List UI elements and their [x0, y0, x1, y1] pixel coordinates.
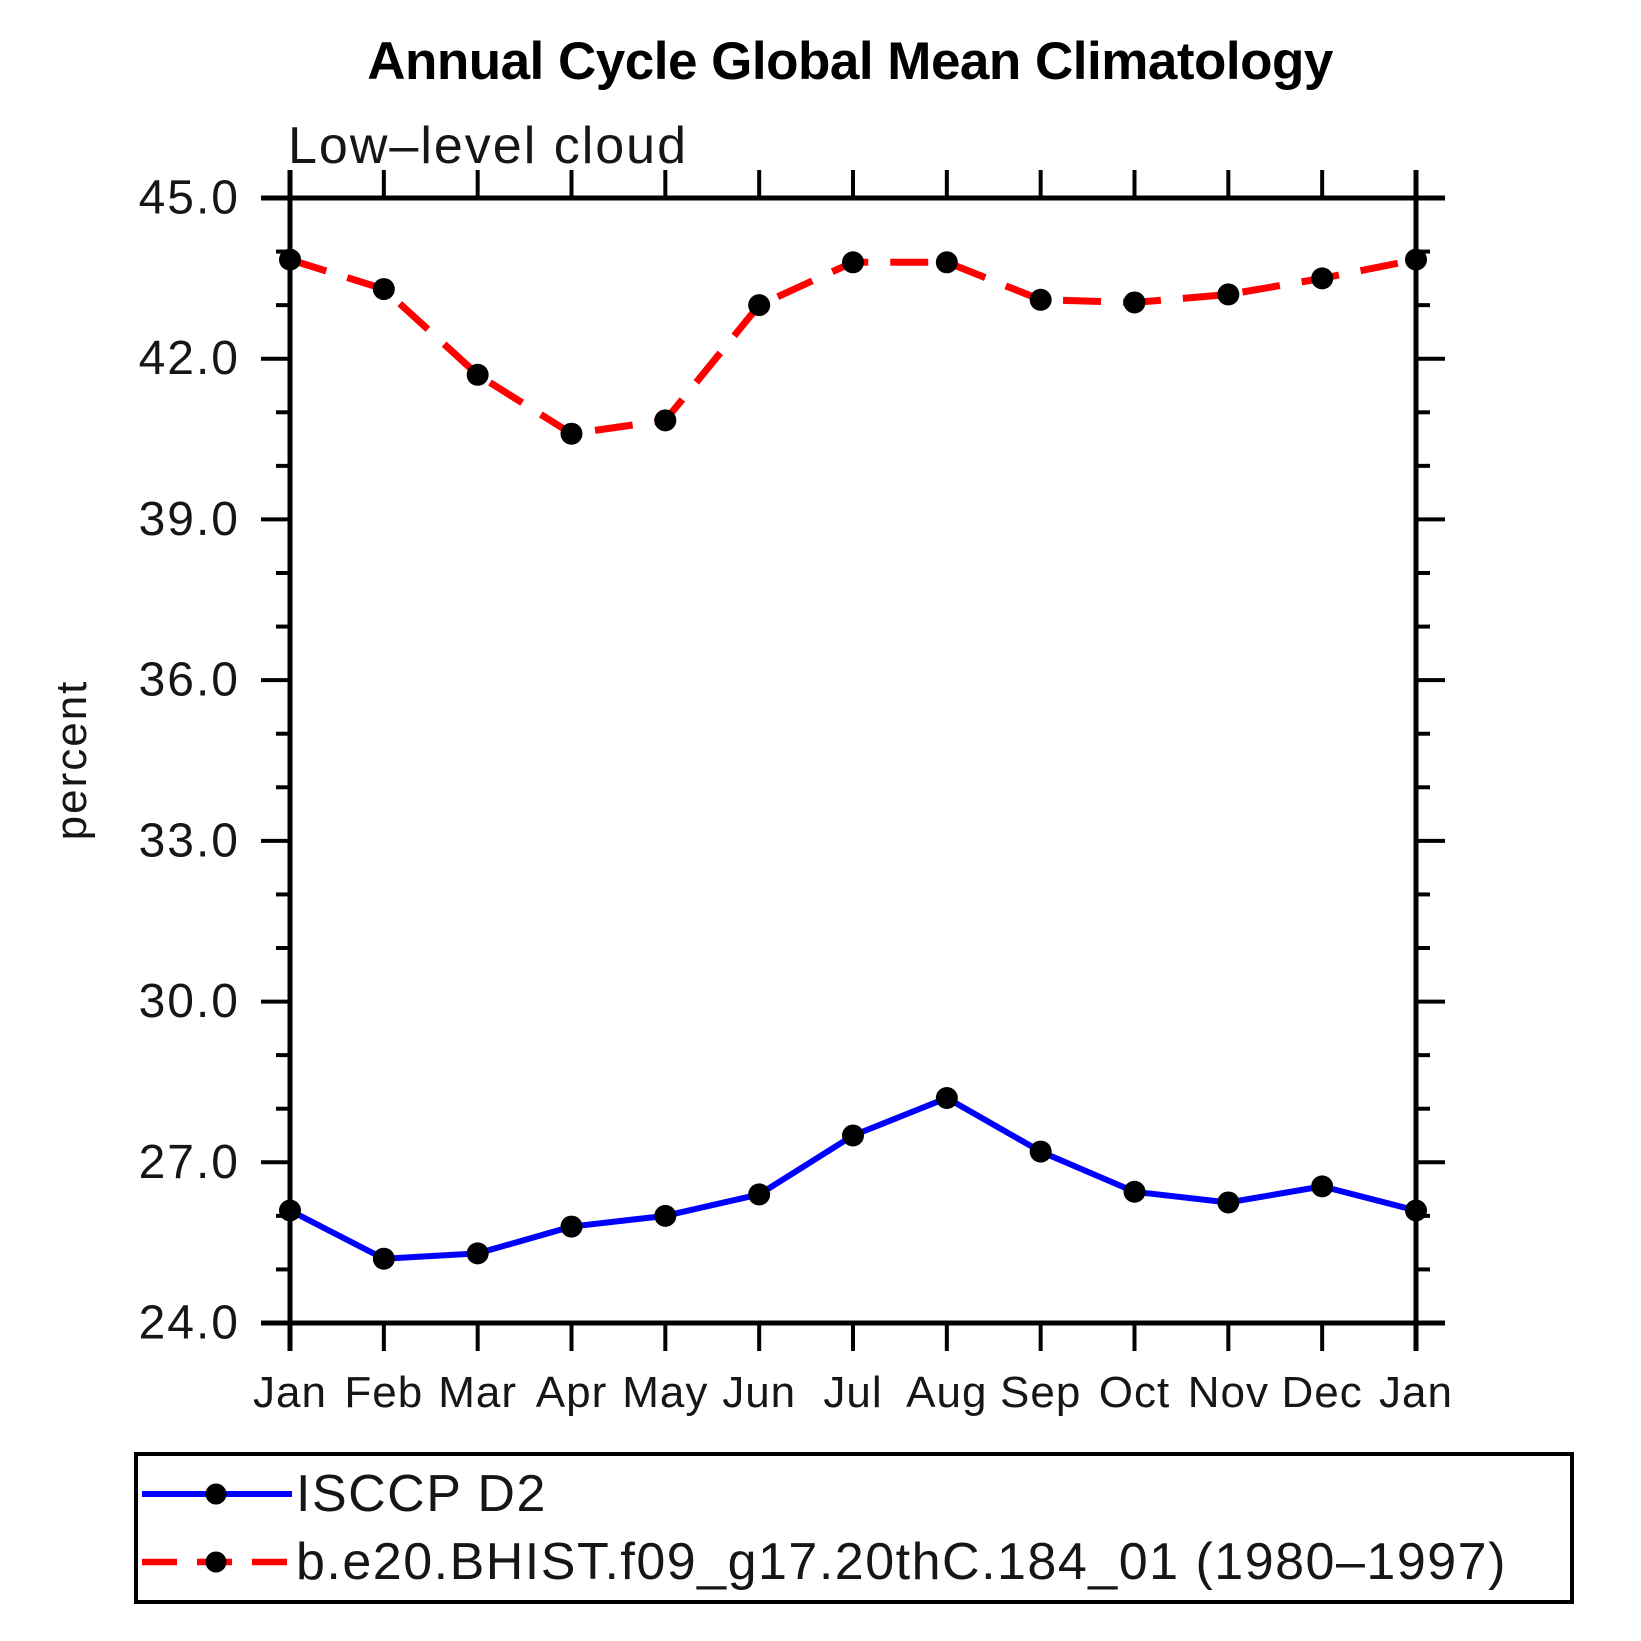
data-point-isccp-d2 — [1311, 1175, 1334, 1198]
data-point-b-e20-bhist-f09-g17-20thc-184-01-1980-1997 — [842, 251, 864, 274]
x-tick-label: Nov — [1188, 1368, 1269, 1417]
x-tick-label: Sep — [1000, 1368, 1081, 1417]
y-tick-label: 33.0 — [139, 814, 240, 867]
legend-box — [134, 1452, 1574, 1604]
chart-title: Annual Cycle Global Mean Climatology — [367, 32, 1334, 91]
data-point-b-e20-bhist-f09-g17-20thc-184-01-1980-1997 — [1217, 283, 1240, 306]
data-point-b-e20-bhist-f09-g17-20thc-184-01-1980-1997 — [935, 251, 958, 274]
y-axis-title: percent — [47, 680, 96, 841]
data-point-b-e20-bhist-f09-g17-20thc-184-01-1980-1997 — [748, 294, 771, 317]
x-tick-label: Mar — [438, 1368, 517, 1417]
x-tick-label: Apr — [536, 1368, 607, 1417]
data-point-b-e20-bhist-f09-g17-20thc-184-01-1980-1997 — [1311, 267, 1334, 290]
legend: ISCCP D2 b.e20.BHIST.f09_g17.20thC.184_0… — [134, 1452, 1574, 1604]
data-point-isccp-d2 — [842, 1124, 864, 1147]
y-tick-label: 42.0 — [139, 332, 240, 385]
x-tick-label: Jan — [1379, 1368, 1453, 1417]
x-tick-label: Dec — [1282, 1368, 1363, 1417]
y-tick-label: 27.0 — [139, 1136, 240, 1189]
legend-marker-dot — [205, 1551, 227, 1573]
data-point-b-e20-bhist-f09-g17-20thc-184-01-1980-1997 — [1029, 288, 1052, 311]
data-point-b-e20-bhist-f09-g17-20thc-184-01-1980-1997 — [466, 363, 489, 386]
data-point-b-e20-bhist-f09-g17-20thc-184-01-1980-1997 — [1405, 248, 1427, 271]
data-point-isccp-d2 — [935, 1087, 958, 1109]
chart-subtitle: Low–level cloud — [288, 117, 688, 175]
data-point-isccp-d2 — [1405, 1199, 1427, 1222]
data-point-isccp-d2 — [560, 1215, 583, 1238]
x-tick-label: Jun — [722, 1368, 796, 1417]
data-point-b-e20-bhist-f09-g17-20thc-184-01-1980-1997 — [654, 409, 677, 432]
x-tick-layer: Jan Feb Mar Apr May Jun Jul Aug Sep Oct Nov Dec Jan — [253, 170, 1453, 1417]
data-point-isccp-d2 — [466, 1242, 489, 1265]
data-point-isccp-d2 — [372, 1247, 395, 1270]
y-tick-layer: 24.0 27.0 30.0 33.0 36.0 39.0 42.0 45.0 — [139, 172, 1445, 1350]
data-point-isccp-d2 — [1217, 1191, 1240, 1214]
y-tick-label: 36.0 — [139, 654, 240, 707]
y-tick-label: 45.0 — [139, 172, 240, 225]
y-tick-label: 24.0 — [139, 1297, 240, 1350]
x-tick-label: Jan — [253, 1368, 327, 1417]
legend-marker-dot — [205, 1483, 227, 1505]
x-tick-label: Jul — [823, 1368, 882, 1417]
x-tick-label: Feb — [344, 1368, 423, 1417]
data-point-isccp-d2 — [1123, 1180, 1146, 1203]
data-point-b-e20-bhist-f09-g17-20thc-184-01-1980-1997 — [279, 248, 301, 271]
data-point-b-e20-bhist-f09-g17-20thc-184-01-1980-1997 — [372, 278, 395, 301]
y-tick-label: 30.0 — [139, 975, 240, 1028]
legend-label-model-run: b.e20.BHIST.f09_g17.20thC.184_01 (1980–1… — [296, 1533, 1507, 1591]
series-line-b-e20-bhist-f09-g17-20thc-184-01-1980-1997 — [288, 256, 1417, 438]
y-tick-label: 39.0 — [139, 493, 240, 546]
series-layer — [279, 248, 1427, 1270]
data-point-b-e20-bhist-f09-g17-20thc-184-01-1980-1997 — [560, 422, 583, 445]
x-tick-label: May — [622, 1368, 708, 1417]
data-point-isccp-d2 — [654, 1204, 677, 1227]
axis-layer — [261, 170, 1445, 1351]
data-point-isccp-d2 — [748, 1183, 771, 1206]
data-point-isccp-d2 — [279, 1199, 301, 1222]
data-point-isccp-d2 — [1029, 1140, 1052, 1163]
series-line-isccp-d2 — [288, 1095, 1417, 1262]
legend-label-isccp-d2: ISCCP D2 — [296, 1465, 547, 1523]
x-tick-label: Aug — [906, 1368, 987, 1417]
x-tick-label: Oct — [1099, 1368, 1170, 1417]
data-point-b-e20-bhist-f09-g17-20thc-184-01-1980-1997 — [1123, 291, 1146, 314]
